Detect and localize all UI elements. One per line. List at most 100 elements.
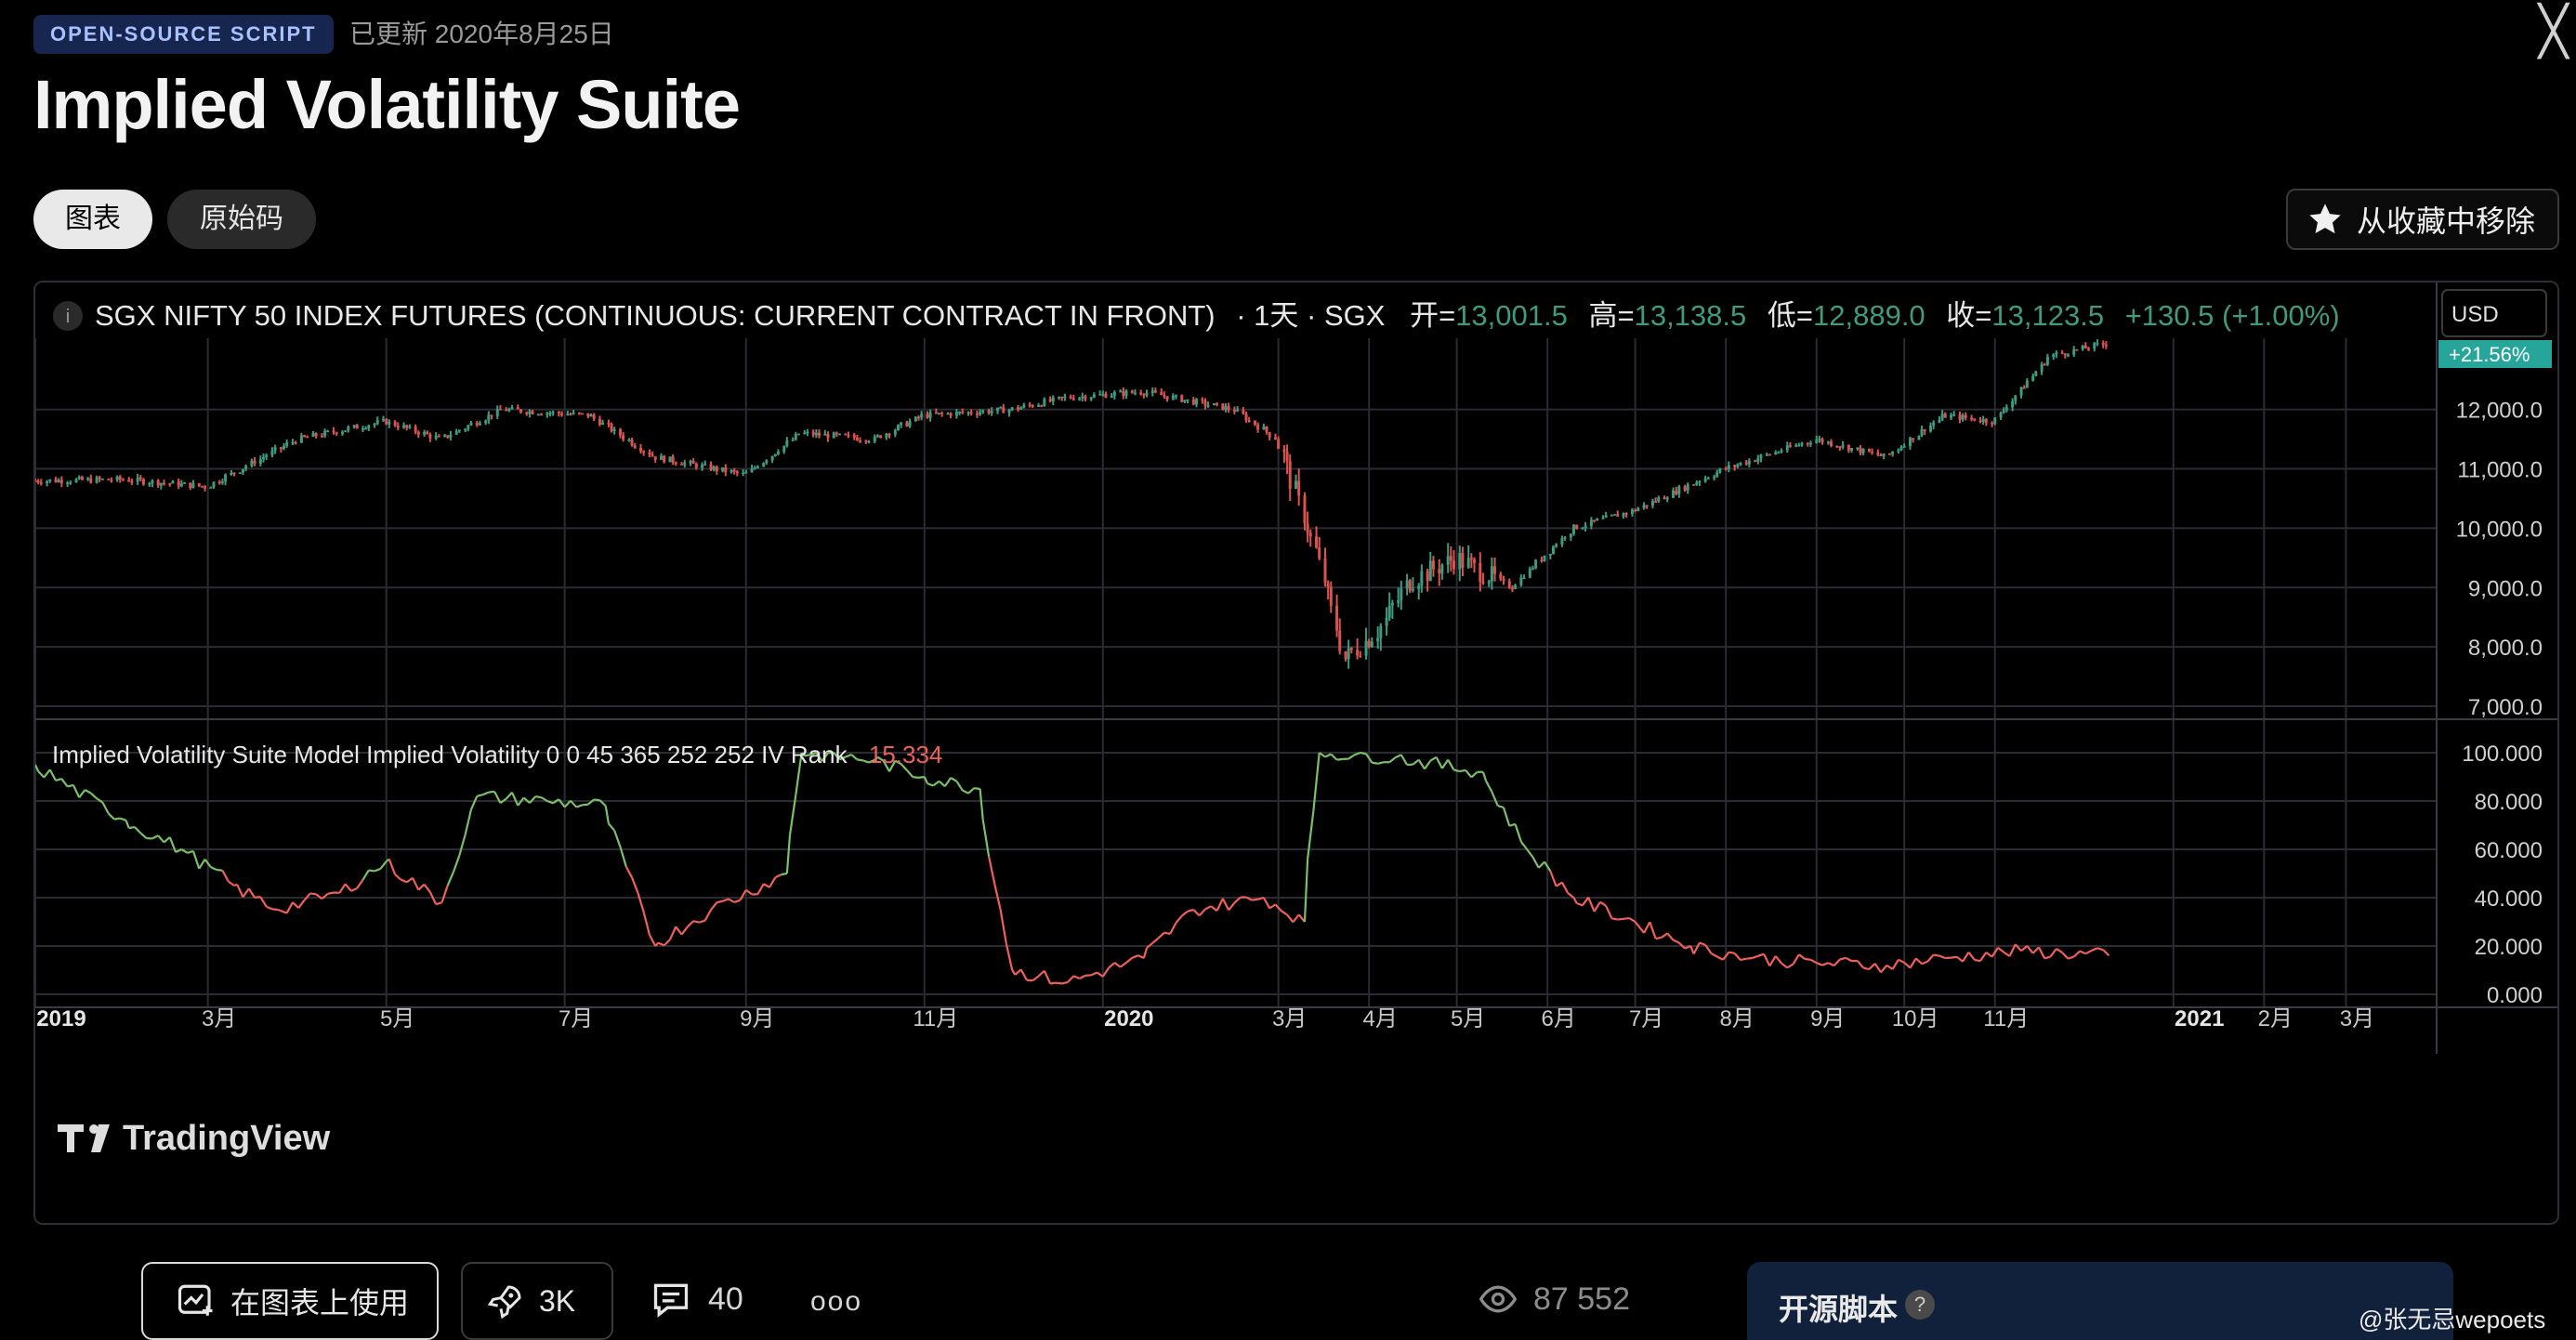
candle-body [1952,414,1956,416]
iv-rank-segment [297,900,306,909]
candle-body [838,433,842,436]
more-options-icon[interactable]: ooo [810,1286,863,1317]
iv-rank-segment [540,796,548,802]
iv-rank-segment [1786,963,1794,969]
iv-rank-segment [191,850,201,870]
tab-chart[interactable]: 图表 [33,190,152,249]
candle-body [364,427,368,430]
candle-body [1961,414,1965,420]
candle-body [913,416,917,422]
chart-container[interactable]: 2019 3月 5月 7月 9月 11月 2020 3月 4月 5月 6月 7月 8月 9月 10月 11月 2… [33,281,2559,1225]
candle-body [1183,400,1187,402]
iv-rank-segment [1491,791,1499,807]
use-on-chart-button[interactable]: 在图表上使用 [141,1262,439,1340]
iv-rank-segment [857,758,863,762]
iv-rank-segment [1809,958,1818,965]
chart-svg[interactable]: 2019 3月 5月 7月 9月 11月 2020 3月 4月 5月 6月 7月 8月 9月 10月 11月 2… [35,282,2557,1223]
iv-rank-segment [266,905,273,911]
iv-rank-segment [394,874,402,881]
iv-rank-segment [923,776,928,784]
iv-rank-segment [2026,945,2034,954]
iv-rank-segment [1485,780,1493,793]
x-tick-label: 4月 [1363,1006,1398,1031]
candle-body [1122,390,1125,396]
iv-rank-segment [134,826,142,834]
iv-rank-segment [1429,755,1438,762]
iv-rank-segment [657,941,665,947]
candle-body [54,479,58,482]
iv-rank-segment [37,770,46,779]
iv-rank-segment [1151,937,1160,944]
candle-body [1180,395,1184,402]
price-y-tick: 10,000.0 [2456,517,2543,542]
iv-rank-segment [668,926,677,940]
iv-rank-segment [2056,948,2063,954]
candle-body [1973,418,1977,421]
candle-body [1010,407,1014,411]
iv-rank-segment [1886,964,1894,970]
candle-body [230,472,233,475]
candle-body [1651,501,1655,506]
candle-body [928,412,932,418]
currency-select[interactable] [2441,289,2547,337]
candle-body [1818,439,1821,440]
indicator-legend: Implied Volatility Suite Model Implied V… [52,741,942,769]
help-icon[interactable]: ? [1905,1290,1935,1320]
iv-rank-segment [648,934,657,947]
candle-body [548,413,552,414]
candle-body [1630,509,1634,515]
candle-body [375,420,379,424]
iv-rank-segment [1991,947,1999,958]
tradingview-logo[interactable]: TradingView [58,1119,331,1158]
iv-rank-segment [1519,841,1529,850]
iv-rank-segment [1090,971,1097,977]
iv-rank-segment [2044,955,2051,960]
candle-body [2096,342,2099,345]
candle-body [999,407,1003,409]
candle-body [2025,380,2029,388]
candle-body [478,423,481,426]
candle-body [1713,476,1716,479]
candle-body [1978,420,1982,423]
iv-rank-segment [1816,962,1823,966]
candle-body [539,414,543,416]
iv-rank-segment [2079,950,2086,955]
candle-body [1145,392,1149,396]
candle-body [1841,444,1845,448]
iv-rank-segment [1292,913,1300,923]
candle-body [1502,578,1505,582]
candle-body [893,430,897,435]
candle-body [1736,465,1740,467]
iv-rank-segment [400,878,408,884]
iv-rank-segment [2049,948,2057,958]
candle-body [1551,546,1555,554]
iv-rank-segment [2084,949,2093,955]
candle-body [1610,515,1613,517]
price-y-tick: 7,000.0 [2468,695,2543,720]
iv-rank-segment [1142,947,1149,959]
iv-rank-segment [535,795,542,799]
x-tick-label: 9月 [1810,1006,1845,1031]
candle-body [750,468,754,473]
iv-rank-segment [157,834,165,844]
candle-body [1788,445,1792,447]
candle-body [209,487,213,489]
iv-rank-segment [680,926,689,936]
candle-body [1859,447,1862,453]
remove-favorite-button[interactable]: 从收藏中移除 [2286,189,2559,250]
iv-rank-segment [1400,754,1409,766]
close-icon[interactable]: ╳ [2539,5,2569,59]
boost-button[interactable]: 3K [461,1262,613,1340]
tab-source-code[interactable]: 原始码 [167,190,316,249]
iv-rank-segment [1435,756,1443,769]
candle-body [1326,583,1330,587]
candle-body [1528,569,1531,578]
iv-rank-segment [1257,896,1265,900]
candle-body [814,432,818,436]
iv-rank-segment [60,778,69,788]
candle-body [59,480,63,484]
iv-rank-segment [84,789,92,795]
comments-button[interactable]: 40 [651,1279,743,1320]
info-icon[interactable] [53,301,83,331]
candle-body [1174,395,1177,397]
